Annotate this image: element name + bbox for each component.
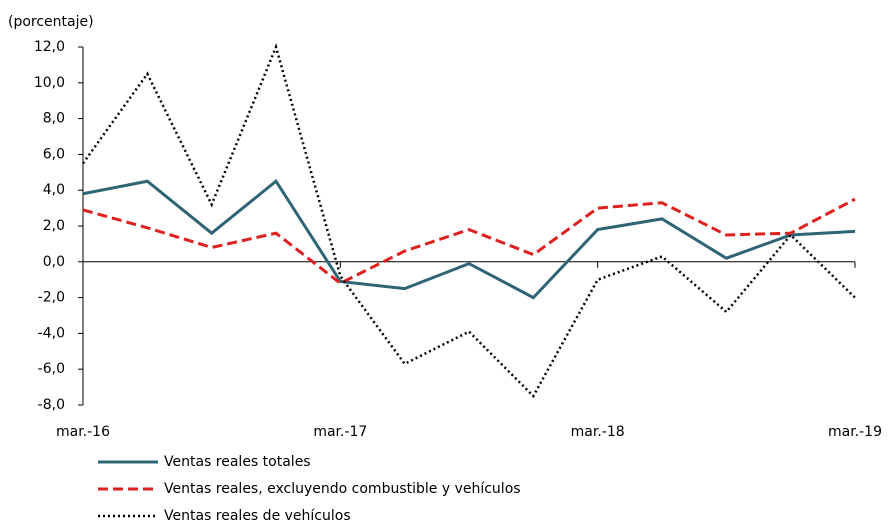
legend-label: Ventas reales, excluyendo combustible y … [164, 481, 521, 497]
y-tick-label: -2,0 [38, 290, 65, 306]
line-series [81, 43, 856, 399]
y-tick-label: -4,0 [38, 325, 65, 341]
y-tick-label: 10,0 [34, 75, 65, 91]
y-tick-label: 6,0 [43, 146, 65, 162]
line-series [82, 179, 856, 300]
y-axis-label: (porcentaje) [8, 14, 94, 30]
legend-label: Ventas reales de vehículos [164, 508, 351, 523]
y-tick-label: 12,0 [34, 39, 65, 55]
x-tick-label: mar.-16 [56, 424, 110, 440]
y-tick-label: 2,0 [43, 218, 65, 234]
x-tick-label: mar.-18 [571, 424, 625, 440]
y-tick-label: 8,0 [43, 111, 65, 127]
x-tick-label: mar.-19 [828, 424, 882, 440]
line-series [82, 197, 856, 286]
y-tick-label: 0,0 [43, 254, 65, 270]
y-tick-label: -8,0 [38, 397, 65, 413]
x-tick-label: mar.-17 [313, 424, 367, 440]
legend-label: Ventas reales totales [164, 454, 311, 470]
y-tick-label: 4,0 [43, 182, 65, 198]
y-tick-label: -6,0 [38, 361, 65, 377]
